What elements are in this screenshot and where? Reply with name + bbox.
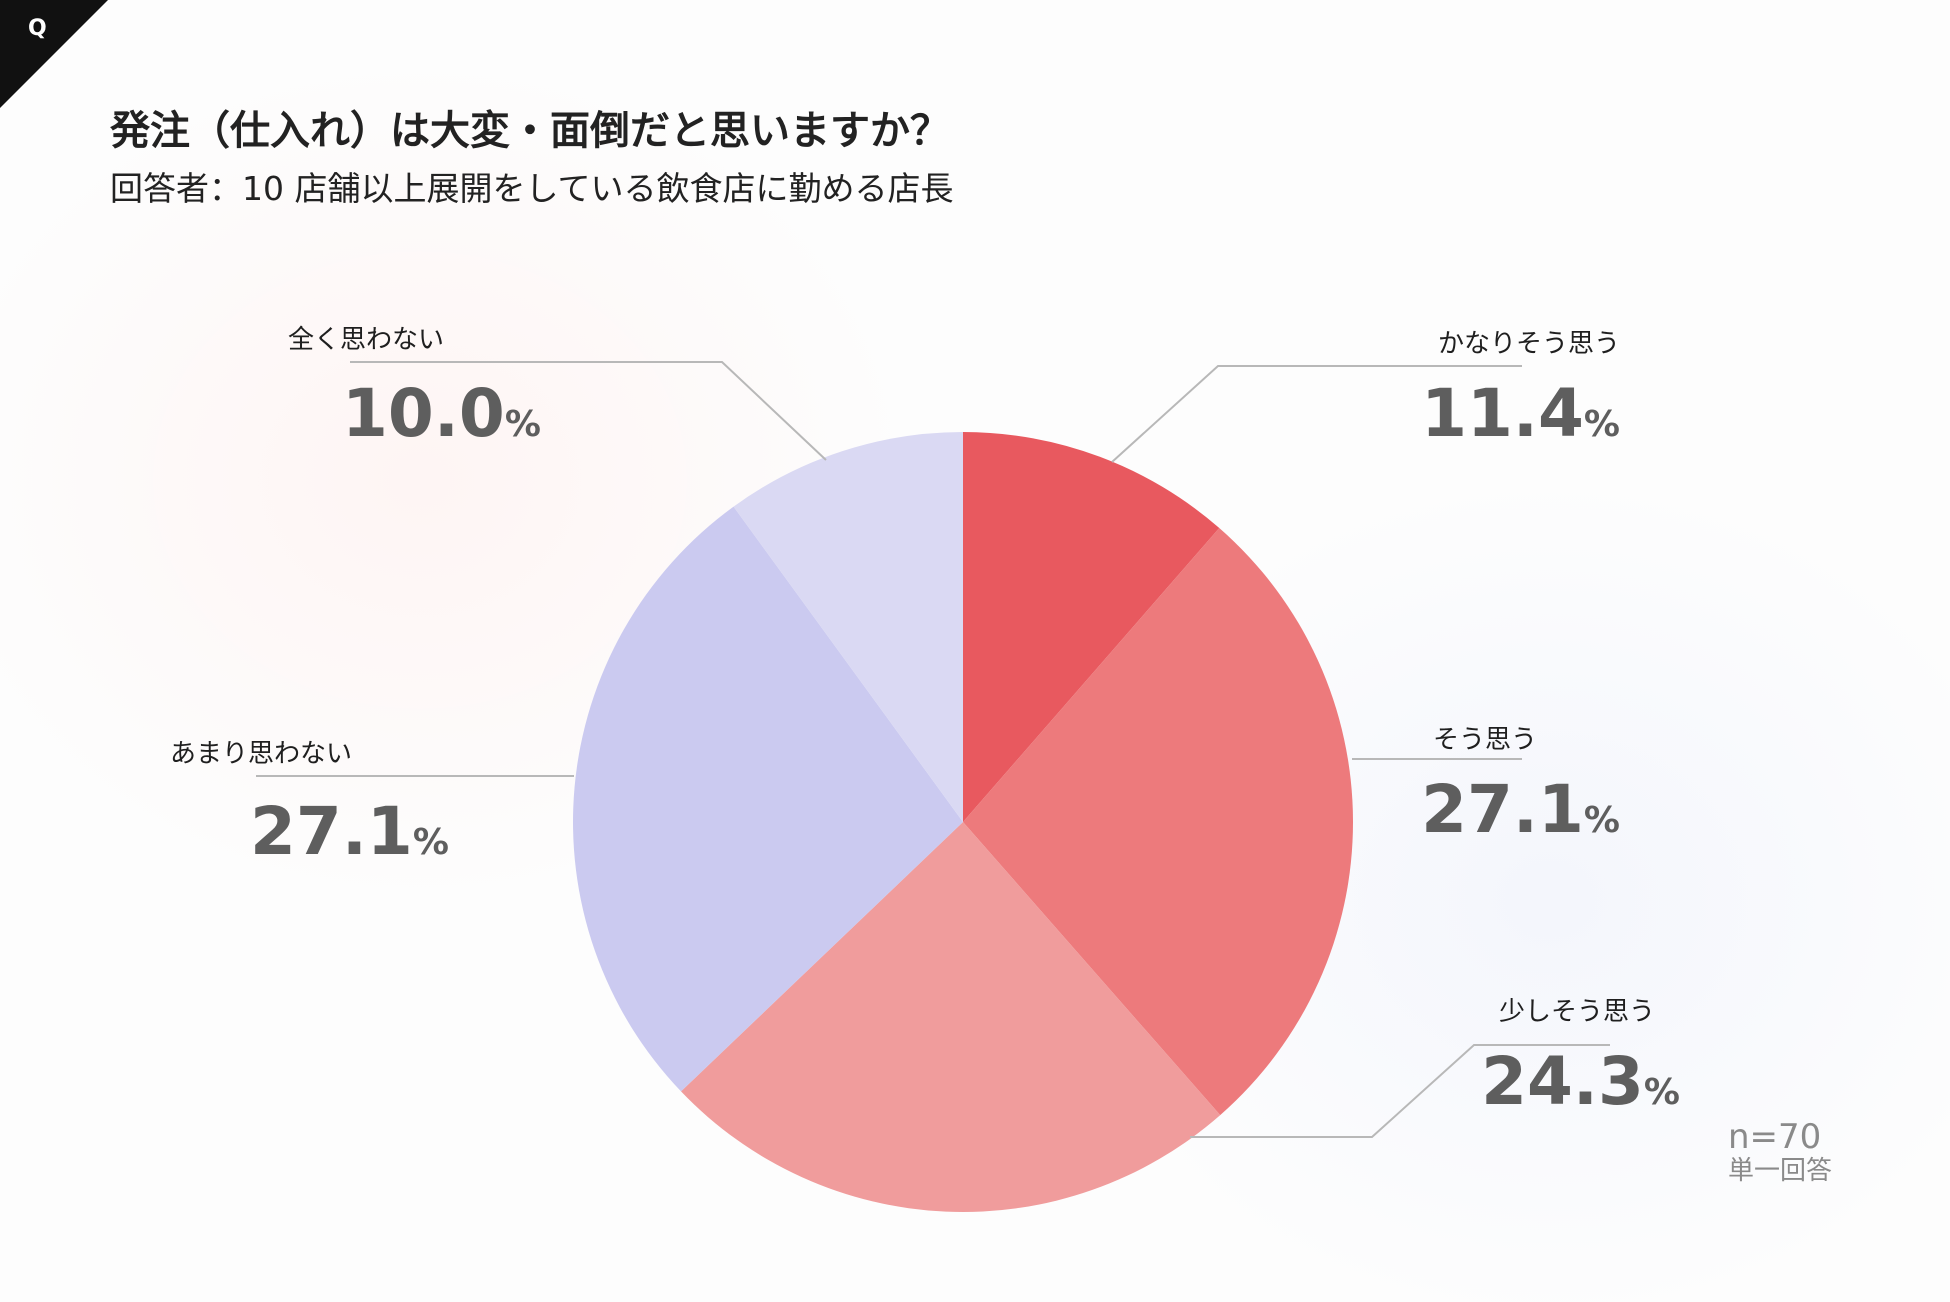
pie-slice-2 <box>963 528 1353 1116</box>
question-badge <box>0 0 108 108</box>
pie-slice-4 <box>573 506 963 1092</box>
pie-slice-1 <box>963 432 1220 822</box>
sample-info: n=70 単一回答 <box>1727 1117 1832 1187</box>
pie-slice-3 <box>681 822 1221 1213</box>
slice-value-number-5: 10.0 <box>342 375 505 452</box>
chart-subtitle: 回答者：10 店舗以上展開をしている飲食店に勤める店長 <box>110 169 954 208</box>
leader-line-3 <box>1190 1044 1610 1138</box>
slice-label-1: かなりそう思う <box>1438 329 1620 359</box>
leader-line-1 <box>1111 365 1522 463</box>
slice-value-1: 11.4% <box>1421 375 1620 452</box>
slice-value-5: 10.0% <box>342 375 541 452</box>
slice-label-2: そう思う <box>1433 725 1537 755</box>
slice-value-unit-3: % <box>1644 1072 1680 1113</box>
slice-value-unit-2: % <box>1584 800 1620 841</box>
question-badge-label: Q <box>28 16 47 41</box>
slice-value-number-4: 27.1 <box>250 793 413 870</box>
pie-slice-5 <box>733 432 963 822</box>
slice-label-3: 少しそう思う <box>1499 997 1655 1027</box>
slice-value-4: 27.1% <box>250 793 449 870</box>
slice-value-3: 24.3% <box>1481 1043 1680 1120</box>
slice-value-2: 27.1% <box>1421 771 1620 848</box>
slice-label-5: 全く思わない <box>288 325 444 355</box>
leader-line-5 <box>350 361 827 461</box>
sample-size: n=70 <box>1727 1117 1822 1157</box>
slice-value-number-2: 27.1 <box>1421 771 1584 848</box>
slice-value-unit-1: % <box>1584 404 1620 445</box>
slice-value-unit-5: % <box>505 404 541 445</box>
slice-value-unit-4: % <box>413 822 449 863</box>
slice-label-4: あまり思わない <box>170 739 352 769</box>
slice-value-number-3: 24.3 <box>1481 1043 1644 1120</box>
chart-title: 発注（仕入れ）は大変・面倒だと思いますか？ <box>110 108 950 154</box>
answer-type: 単一回答 <box>1727 1156 1832 1187</box>
slice-value-number-1: 11.4 <box>1421 375 1584 452</box>
